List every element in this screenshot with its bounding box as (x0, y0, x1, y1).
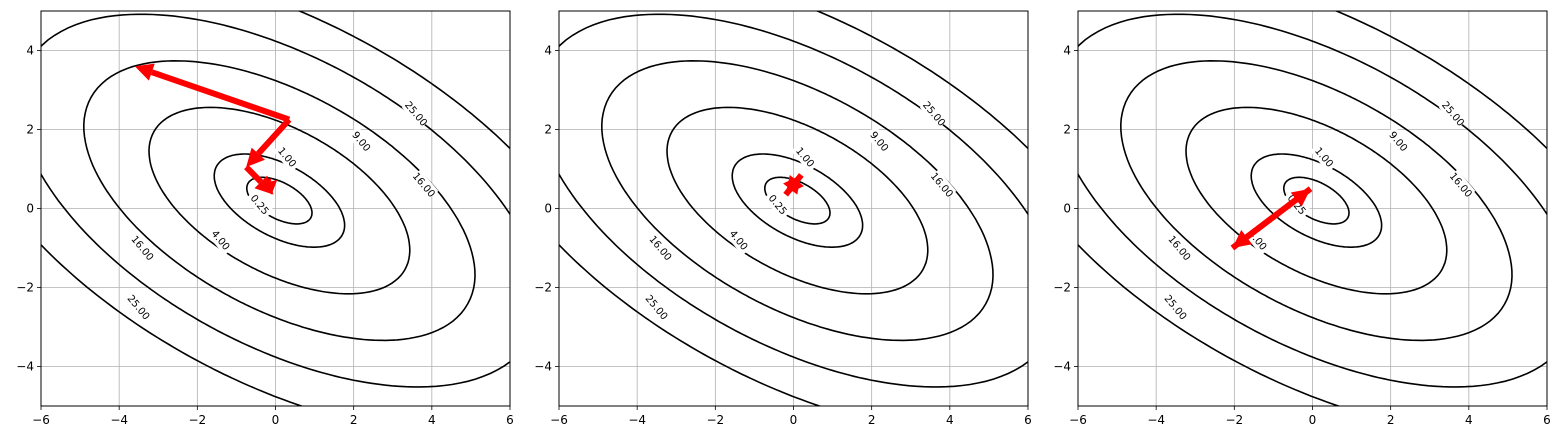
arrow-head (785, 174, 804, 195)
contour-label-bg (1161, 292, 1191, 323)
x-tick-label: −2 (188, 413, 206, 427)
contour-label-bg (724, 224, 754, 256)
x-tick-label: 6 (1543, 413, 1551, 427)
contour-label-bg (790, 141, 820, 173)
y-tick-label: −4 (1053, 360, 1071, 374)
gradient-step-arrow (256, 117, 292, 156)
contour-line (559, 11, 1028, 406)
y-tick-label: −2 (534, 281, 552, 295)
contour-line (1078, 13, 1547, 388)
contour-label-bg (1282, 189, 1312, 220)
contour-group (41, 11, 510, 406)
y-tick-label: 0 (26, 202, 34, 216)
y-tick-label: 0 (1063, 202, 1071, 216)
y-tick-label: 4 (544, 44, 552, 58)
contour-label-bg (409, 169, 439, 201)
x-tick-label: 2 (350, 413, 358, 427)
x-tick-label: −4 (1147, 413, 1165, 427)
x-tick-label: 0 (1309, 413, 1317, 427)
contour-line (82, 59, 476, 342)
x-tick-label: −2 (1225, 413, 1243, 427)
contour-group (559, 11, 1028, 406)
x-tick-label: 4 (946, 413, 954, 427)
y-tick-label: −4 (534, 360, 552, 374)
y-tick-label: −2 (1053, 281, 1071, 295)
y-tick-label: 2 (544, 123, 552, 137)
arrow-group (783, 173, 804, 197)
contour-line (148, 106, 411, 295)
x-tick-label: 0 (272, 413, 280, 427)
contour-label-bg (865, 126, 894, 157)
contour-label-bg (763, 189, 793, 220)
y-tick-label: 2 (26, 123, 34, 137)
x-tick-label: −6 (1069, 413, 1087, 427)
y-tick-label: −4 (16, 360, 34, 374)
y-tick-label: 4 (26, 44, 34, 58)
contour-label-bg (1309, 141, 1339, 173)
contour-line (731, 153, 864, 248)
arrow-head (1290, 188, 1311, 207)
y-tick-label: 4 (1063, 44, 1071, 58)
x-tick-label: 0 (790, 413, 798, 427)
contour-label-bg (124, 292, 154, 323)
contour-line (1185, 106, 1448, 295)
contour-line (600, 59, 994, 342)
x-tick-label: −6 (550, 413, 568, 427)
gradient-step-arrow (794, 173, 804, 183)
contour-label-bg (245, 189, 275, 220)
y-tick-label: 2 (1063, 123, 1071, 137)
x-tick-label: −2 (706, 413, 724, 427)
y-tick-label: −2 (16, 281, 34, 295)
x-tick-label: 4 (428, 413, 436, 427)
contour-line (41, 13, 510, 388)
contour-label-bg (128, 232, 157, 264)
contour-label-bg (919, 98, 949, 129)
contour-line (1119, 59, 1513, 342)
x-tick-label: −6 (32, 413, 50, 427)
contour-line (666, 106, 929, 295)
x-tick-label: 2 (868, 413, 876, 427)
gradient-step-arrow (244, 164, 264, 184)
arrow-head (259, 179, 278, 195)
x-tick-label: 4 (1465, 413, 1473, 427)
gradient-step-arrow (1230, 197, 1299, 251)
contour-line (1078, 11, 1547, 406)
contour-line (41, 11, 510, 406)
y-tick-label: 0 (544, 202, 552, 216)
contour-label-bg (642, 292, 672, 323)
contour-line (1250, 153, 1383, 248)
contour-line (213, 153, 346, 248)
contour-label-bg (1165, 232, 1194, 264)
x-tick-label: 6 (506, 413, 514, 427)
contour-label-bg (1384, 126, 1413, 157)
contour-label-bg (401, 98, 431, 129)
gradient-step-arrow (150, 69, 291, 123)
x-tick-label: 6 (1024, 413, 1032, 427)
contour-line (559, 13, 1028, 388)
arrow-group (134, 63, 292, 195)
arrow-group (1230, 186, 1313, 251)
arrow-head (134, 63, 155, 81)
contour-label-bg (347, 126, 376, 157)
contour-label-bg (206, 224, 236, 256)
contour-label-bg (646, 232, 675, 264)
arrow-head (246, 147, 265, 168)
contour-label-bg (927, 169, 957, 201)
x-tick-label: −4 (628, 413, 646, 427)
x-tick-label: −4 (110, 413, 128, 427)
contour-group (1078, 11, 1547, 406)
contour-label-bg (272, 141, 302, 173)
x-tick-label: 2 (1387, 413, 1395, 427)
contour-label-bg (1446, 169, 1476, 201)
gradient-step-arrow (264, 178, 272, 183)
contour-label-bg (1438, 98, 1468, 129)
